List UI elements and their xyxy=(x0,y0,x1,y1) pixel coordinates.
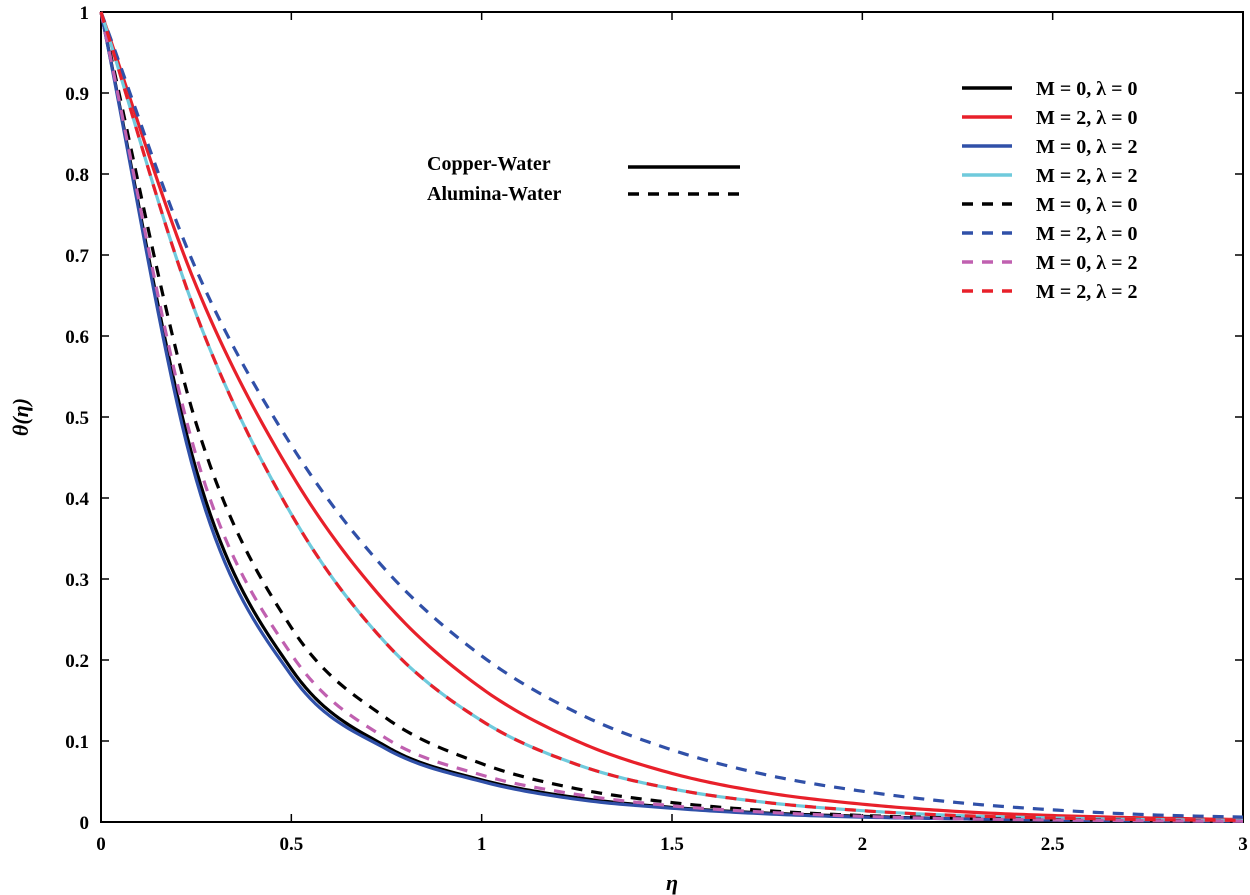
legend-label: M = 0, λ = 0 xyxy=(1036,78,1138,100)
y-tick-label: 0.2 xyxy=(65,651,89,672)
legend-label: M = 2, λ = 2 xyxy=(1036,165,1138,187)
y-tick-label: 0.4 xyxy=(65,489,89,510)
x-tick-label: 0 xyxy=(96,834,106,855)
legend-label: M = 0, λ = 2 xyxy=(1036,252,1138,274)
x-tick-label: 0.5 xyxy=(279,834,303,855)
legend-label: M = 0, λ = 0 xyxy=(1036,194,1138,216)
y-axis-title: θ(η) xyxy=(8,398,33,436)
series-line-copper-1 xyxy=(99,11,1244,822)
y-tick-label: 0 xyxy=(80,813,90,834)
style-legend-label: Alumina-Water xyxy=(427,183,562,205)
series-line-copper-3 xyxy=(99,11,1244,822)
y-tick-label: 0.9 xyxy=(65,84,89,105)
y-tick-label: 0.6 xyxy=(65,327,89,348)
y-tick-label: 1 xyxy=(80,3,90,24)
data-series xyxy=(99,11,1244,823)
x-axis-ticks: 0 0.5 1 1.5 2 2.5 3 xyxy=(96,12,1248,855)
legend-label: M = 0, λ = 2 xyxy=(1036,136,1138,158)
series-line-alumina-7 xyxy=(99,11,1244,822)
legend-label: M = 2, λ = 2 xyxy=(1036,281,1138,303)
y-tick-label: 0.5 xyxy=(65,408,89,429)
x-tick-label: 2 xyxy=(858,834,868,855)
x-axis-title: η xyxy=(666,870,678,895)
x-tick-label: 2.5 xyxy=(1041,834,1065,855)
legend-label: M = 2, λ = 0 xyxy=(1036,107,1138,129)
x-tick-label: 3 xyxy=(1238,834,1248,855)
style-legend-label: Copper-Water xyxy=(427,153,551,175)
y-tick-label: 0.7 xyxy=(65,246,89,267)
x-tick-label: 1.5 xyxy=(660,834,684,855)
fluid-style-legend: Copper-Water Alumina-Water xyxy=(427,153,740,205)
y-tick-label: 0.8 xyxy=(65,165,89,186)
x-tick-label: 1 xyxy=(477,834,487,855)
y-tick-label: 0.3 xyxy=(65,570,89,591)
series-legend: M = 0, λ = 0 M = 2, λ = 0 M = 0, λ = 2 M = … xyxy=(962,78,1138,303)
series-line-alumina-6 xyxy=(99,11,1244,823)
legend-label: M = 2, λ = 0 xyxy=(1036,223,1138,245)
y-tick-label: 0.1 xyxy=(65,732,89,753)
series-line-alumina-5 xyxy=(99,11,1244,819)
